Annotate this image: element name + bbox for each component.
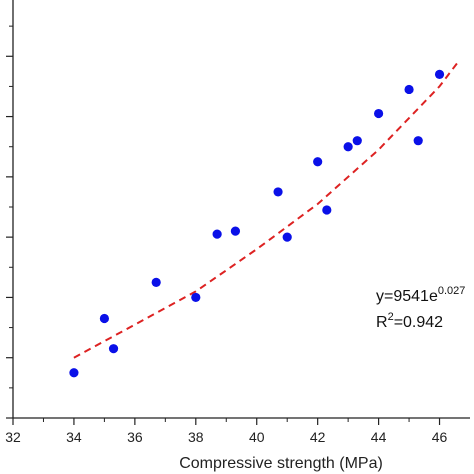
data-point: [322, 205, 332, 215]
data-point: [151, 277, 161, 287]
data-point: [413, 136, 423, 146]
r-squared-superscript: 2: [388, 311, 394, 323]
equation-base: y=9541e: [376, 288, 438, 305]
x-axis-ticks: 32 34 36 38 40 42 44 46: [5, 418, 448, 445]
x-tick-label: 34: [66, 429, 82, 445]
data-point: [343, 142, 353, 152]
data-point: [273, 187, 283, 197]
x-tick-label: 40: [249, 429, 265, 445]
r-squared-prefix: R: [376, 314, 388, 331]
x-tick-label: 32: [5, 429, 21, 445]
y-axis-ticks: [6, 25, 13, 419]
data-point: [282, 232, 292, 242]
r-squared-value: =0.942: [394, 314, 443, 331]
equation-label: y=9541e0.027: [376, 285, 465, 305]
data-point: [191, 292, 201, 303]
x-tick-label: 38: [188, 429, 204, 445]
data-point: [69, 368, 79, 378]
data-point: [212, 229, 222, 239]
data-point: [99, 313, 109, 324]
data-points: [69, 69, 445, 378]
data-point: [404, 84, 414, 95]
x-tick-label: 36: [127, 429, 143, 445]
data-point: [434, 69, 445, 79]
x-tick-label: 44: [371, 429, 387, 445]
data-point: [108, 344, 119, 354]
data-point: [374, 108, 384, 119]
equation-exponent: 0.027: [438, 285, 466, 297]
r-squared-label: R2=0.942: [376, 311, 443, 331]
data-point: [313, 157, 323, 167]
data-point: [230, 226, 241, 236]
data-point: [352, 136, 362, 146]
x-tick-label: 46: [432, 429, 448, 445]
x-axis-title: Compressive strength (MPa): [179, 455, 383, 472]
axes: [12, 0, 470, 419]
x-tick-label: 42: [310, 429, 326, 445]
